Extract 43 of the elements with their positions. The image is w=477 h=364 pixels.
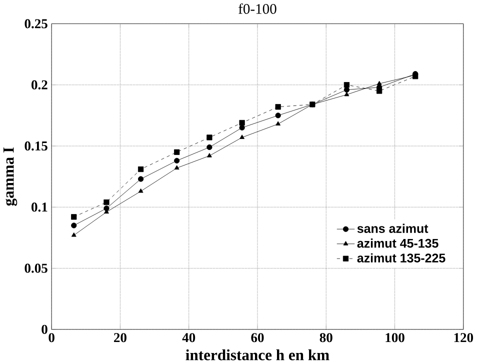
- point: [412, 74, 418, 80]
- point: [275, 112, 281, 118]
- legend-label: sans azimut: [357, 224, 428, 234]
- x-axis-title: interdistance h en km: [186, 349, 330, 360]
- point: [276, 121, 281, 126]
- point: [206, 144, 212, 150]
- point: [71, 232, 76, 237]
- y-tick-label: 0.1: [32, 202, 48, 212]
- point: [239, 124, 245, 131]
- x-tick-label: 40: [182, 333, 196, 342]
- x-tick-label: 20: [114, 333, 126, 342]
- y-tick-label: 0: [42, 324, 48, 334]
- y-axis-title: gamma I: [3, 148, 18, 206]
- point: [275, 104, 281, 110]
- x-tick-label: 120: [454, 333, 474, 342]
- point: [174, 158, 180, 164]
- x-tick-label: 0: [48, 333, 54, 342]
- point: [376, 80, 382, 86]
- point: [174, 149, 180, 156]
- point: [71, 214, 77, 220]
- point: [206, 153, 212, 158]
- point: [174, 165, 180, 170]
- point: [138, 188, 144, 193]
- point: [344, 92, 350, 96]
- y-tick-label: 0.05: [24, 264, 48, 273]
- point: [104, 200, 110, 206]
- chart-title: f0-100: [238, 4, 276, 14]
- point: [376, 88, 382, 94]
- x-tick-label: 80: [320, 333, 332, 342]
- y-tick-label: 0.2: [32, 80, 48, 90]
- y-tick-label: 0.15: [24, 142, 48, 151]
- y-tick-label: 0.25: [24, 19, 48, 28]
- x-tick-label: 100: [386, 333, 404, 342]
- legend-label: azimut 135-225: [357, 253, 446, 263]
- point: [206, 134, 212, 140]
- point: [240, 134, 245, 140]
- point: [344, 82, 350, 88]
- point: [71, 222, 77, 228]
- point: [138, 166, 144, 172]
- x-tick-label: 60: [251, 333, 264, 342]
- point: [138, 176, 144, 182]
- legend-label: azimut 45-135: [357, 238, 438, 248]
- point: [239, 120, 245, 126]
